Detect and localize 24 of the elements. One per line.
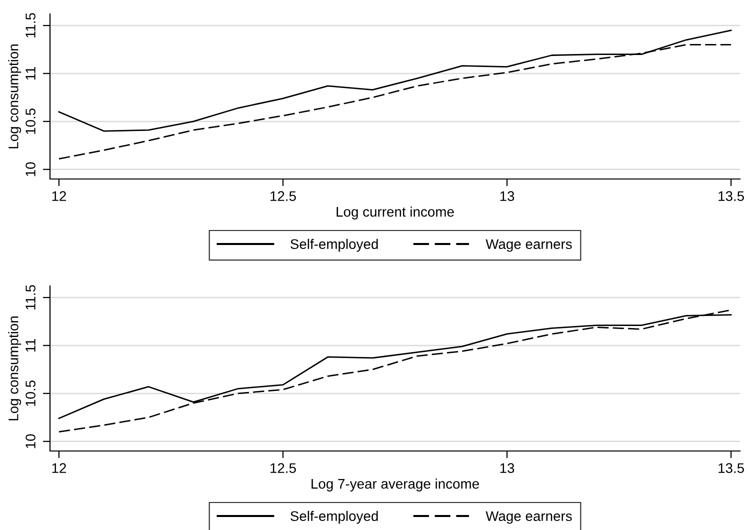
x-tick-label: 13.5 <box>718 191 744 202</box>
y-tick-label: 11.5 <box>26 13 36 38</box>
legend-label: Self-employed <box>290 238 378 252</box>
y-tick-label: 11 <box>26 66 36 80</box>
y-tick-label: 11 <box>26 338 36 352</box>
y-tick-label: 10.5 <box>26 380 36 406</box>
legend-label: Wage earners <box>486 239 572 252</box>
y-tick-label: 11.5 <box>26 285 36 310</box>
x-tick-label: 13 <box>500 463 514 474</box>
y-axis-title: Log consumption <box>8 316 22 420</box>
x-tick-label: 13.5 <box>718 463 744 474</box>
y-tick-label: 10 <box>26 434 36 448</box>
x-tick-label: 12.5 <box>270 191 296 202</box>
x-tick-label: 12 <box>52 191 66 201</box>
y-tick-label: 10.5 <box>26 108 36 134</box>
x-tick-label: 12.5 <box>270 463 296 474</box>
y-axis-title: Log consumption <box>8 44 22 148</box>
x-axis-title: Log 7-year average income <box>312 478 479 492</box>
x-tick-label: 12 <box>52 463 66 473</box>
legend-label: Self-employed <box>290 510 378 524</box>
x-tick-label: 13 <box>500 191 514 202</box>
x-axis-title: Log current income <box>336 206 454 220</box>
y-tick-label: 10 <box>26 162 36 176</box>
legend-label: Wage earners <box>486 511 572 524</box>
